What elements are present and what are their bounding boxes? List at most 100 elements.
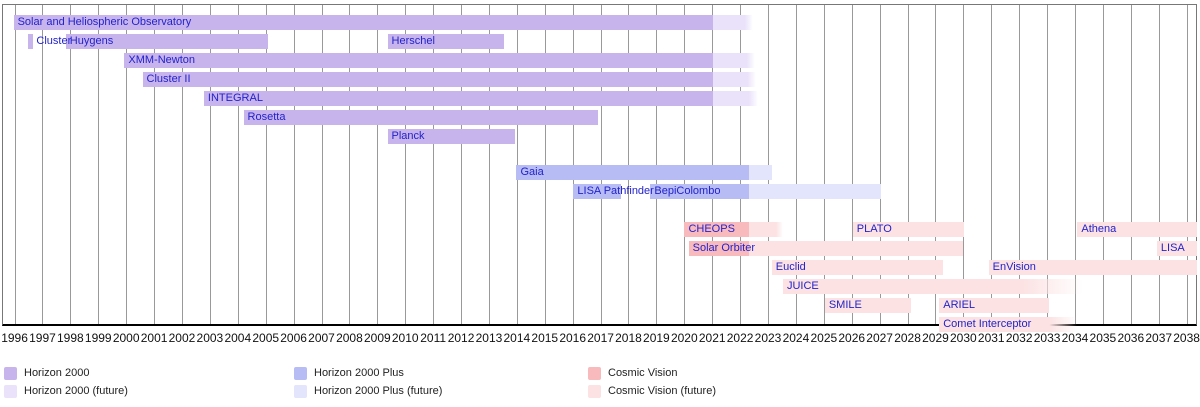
mission-bar-lisa xyxy=(1156,241,1197,256)
gridline-2033 xyxy=(1047,5,1049,324)
gridline-2004 xyxy=(237,5,239,324)
year-label-2008: 2008 xyxy=(336,331,363,345)
gridline-2015 xyxy=(544,5,546,324)
gridline-2035 xyxy=(1102,5,1104,324)
year-label-2002: 2002 xyxy=(168,331,196,345)
year-label-2010: 2010 xyxy=(391,331,419,345)
mission-bar-bepicolombo xyxy=(650,184,750,199)
year-label-2003: 2003 xyxy=(196,331,224,345)
gridline-2034 xyxy=(1074,5,1076,324)
year-label-2032: 2032 xyxy=(1005,331,1033,345)
gridline-2013 xyxy=(488,5,490,324)
year-label-2014: 2014 xyxy=(503,331,531,345)
year-label-2025: 2025 xyxy=(810,331,838,345)
year-label-1997: 1997 xyxy=(29,331,56,345)
gridline-2012 xyxy=(461,5,463,324)
legend-label-cv-solid: Cosmic Vision xyxy=(608,367,678,379)
mission-label-juice: JUICE xyxy=(786,280,819,292)
gridline-2007 xyxy=(321,5,323,324)
gridline-2002 xyxy=(181,5,183,324)
mission-label-bepicolombo: BepiColombo xyxy=(654,185,721,197)
mission-label-ariel: ARIEL xyxy=(943,299,976,311)
year-label-2036: 2036 xyxy=(1117,331,1145,345)
year-label-2034: 2034 xyxy=(1061,331,1089,345)
year-label-2035: 2035 xyxy=(1089,331,1117,345)
mission-bar-envision xyxy=(988,260,1197,275)
mission-label-gaia: Gaia xyxy=(520,166,544,178)
legend-swatch-h2000-future xyxy=(4,385,17,398)
mission-bar-integral xyxy=(713,91,758,106)
mission-bar-integral xyxy=(203,91,714,106)
plot-area: Solar and Heliospheric Observatory Cluste… xyxy=(2,4,1197,332)
mission-bar-solar-and-heliospheric-observatory xyxy=(713,15,753,30)
mission-label-integral: INTEGRAL xyxy=(207,92,263,104)
year-label-2031: 2031 xyxy=(977,331,1005,345)
year-label-1998: 1998 xyxy=(57,331,84,345)
mission-label-lisa-pathfinder: LISA Pathfinder xyxy=(577,185,654,197)
mission-label-planck: Planck xyxy=(391,130,425,142)
year-label-2033: 2033 xyxy=(1033,331,1061,345)
gridline-2036 xyxy=(1130,5,1132,324)
legend-label-h2000plus-future: Horizon 2000 Plus (future) xyxy=(314,385,443,397)
legend-swatch-cv-future xyxy=(588,385,601,398)
gridline-2038 xyxy=(1186,5,1188,324)
mission-bar-solar-orbiter xyxy=(688,241,750,256)
mission-bar-euclid xyxy=(771,260,944,275)
year-label-2019: 2019 xyxy=(643,331,670,345)
year-label-2013: 2013 xyxy=(475,331,503,345)
mission-bar-cluster-ii xyxy=(713,72,757,87)
year-label-2009: 2009 xyxy=(363,331,391,345)
mission-bar-cluster xyxy=(27,34,34,49)
mission-bar-smile xyxy=(824,298,912,313)
mission-bar-juice xyxy=(782,279,1083,294)
mission-label-envision: EnVision xyxy=(992,261,1036,273)
year-label-2012: 2012 xyxy=(447,331,475,345)
mission-bar-solar-orbiter xyxy=(749,241,963,256)
year-label-2026: 2026 xyxy=(838,331,866,345)
gridline-2029 xyxy=(935,5,937,324)
mission-bar-cheops xyxy=(684,222,750,237)
mission-bar-comet-interceptor xyxy=(939,317,1078,332)
mission-label-huygens: Huygens xyxy=(69,35,114,47)
mission-bar-plato xyxy=(852,222,965,237)
gridline-2028 xyxy=(907,5,909,324)
gridline-2010 xyxy=(405,5,407,324)
gridline-2026 xyxy=(851,5,853,324)
mission-label-lisa: LISA xyxy=(1160,242,1185,254)
mission-label-cluster-ii: Cluster II xyxy=(146,73,191,85)
mission-bar-rosetta xyxy=(243,110,598,125)
mission-bar-huygens xyxy=(65,34,268,49)
year-label-2029: 2029 xyxy=(922,331,949,345)
gridline-2023 xyxy=(768,5,770,324)
mission-label-cheops: CHEOPS xyxy=(688,223,735,235)
gridline-2000 xyxy=(126,5,128,324)
year-label-2007: 2007 xyxy=(308,331,335,345)
year-label-2037: 2037 xyxy=(1145,331,1173,345)
mission-bar-cheops xyxy=(749,222,783,237)
mission-bar-xmm-newton xyxy=(124,53,714,68)
year-label-2006: 2006 xyxy=(280,331,307,345)
gridline-2011 xyxy=(433,5,435,324)
gridline-1998 xyxy=(70,5,72,324)
mission-label-rosetta: Rosetta xyxy=(247,111,286,123)
year-label-1996: 1996 xyxy=(1,331,28,345)
year-label-2024: 2024 xyxy=(782,331,810,345)
gridline-2008 xyxy=(349,5,351,324)
gridline-2016 xyxy=(572,5,574,324)
gridline-2019 xyxy=(656,5,658,324)
mission-bar-cluster-ii xyxy=(142,72,714,87)
year-label-2028: 2028 xyxy=(894,331,921,345)
gridline-2003 xyxy=(209,5,211,324)
gridline-2022 xyxy=(740,5,742,324)
mission-bar-herschel xyxy=(387,34,504,49)
gridline-2027 xyxy=(879,5,881,324)
legend-label-h2000plus-solid: Horizon 2000 Plus xyxy=(314,367,404,379)
gridline-1996 xyxy=(14,5,16,324)
legend-swatch-h2000-solid xyxy=(4,367,17,380)
year-label-1999: 1999 xyxy=(84,331,112,345)
mission-label-athena: Athena xyxy=(1081,223,1117,235)
mission-label-smile: SMILE xyxy=(828,299,862,311)
year-label-2001: 2001 xyxy=(140,331,168,345)
gridline-2001 xyxy=(154,5,156,324)
